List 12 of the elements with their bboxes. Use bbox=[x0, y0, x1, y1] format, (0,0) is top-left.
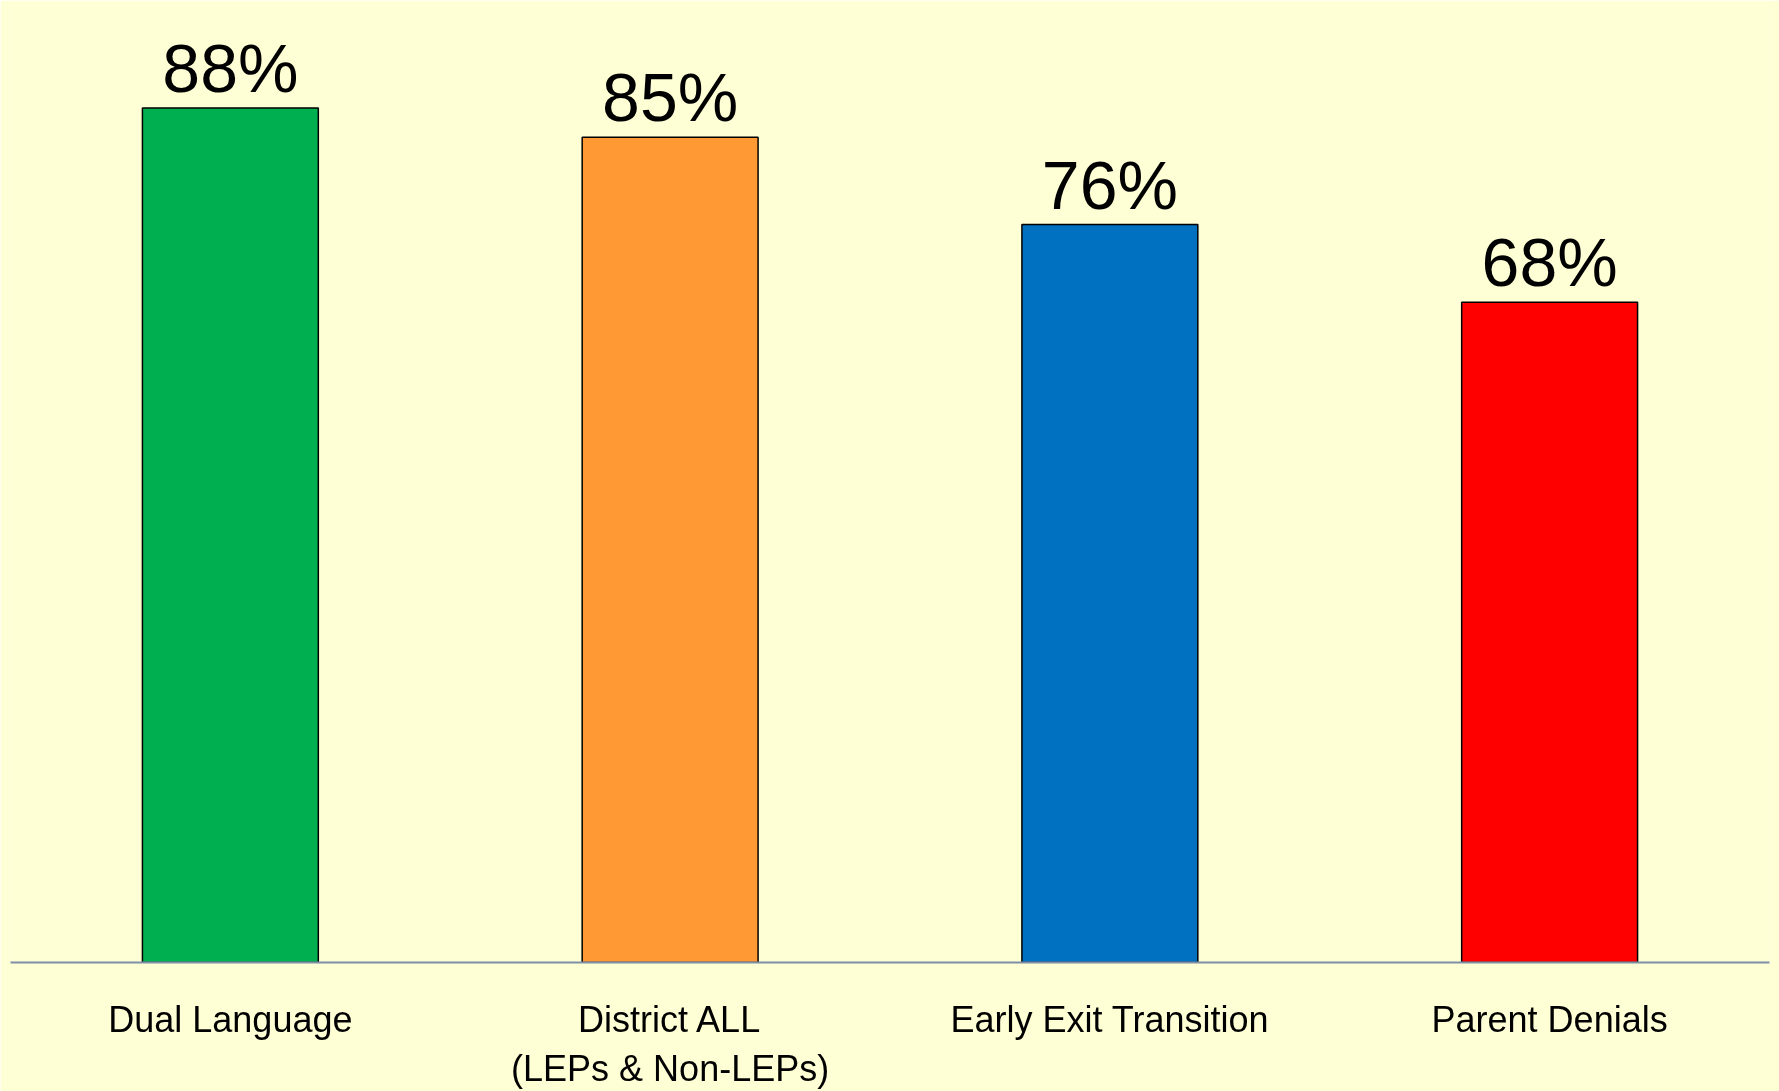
x-tick-label: District ALL (LEPs & Non-LEPs) bbox=[511, 998, 830, 1089]
bar bbox=[1021, 223, 1199, 963]
data-label: 85% bbox=[602, 59, 739, 136]
x-tick-label: Parent Denials bbox=[1431, 998, 1668, 1040]
x-tick-label: Dual Language bbox=[108, 998, 353, 1040]
bar bbox=[141, 107, 320, 963]
data-label: 88% bbox=[162, 30, 299, 107]
x-tick-label: Early Exit Transition bbox=[950, 998, 1269, 1040]
data-label: 76% bbox=[1041, 146, 1178, 223]
bar bbox=[1460, 301, 1639, 963]
data-label: 68% bbox=[1481, 224, 1618, 301]
bar bbox=[581, 136, 759, 963]
